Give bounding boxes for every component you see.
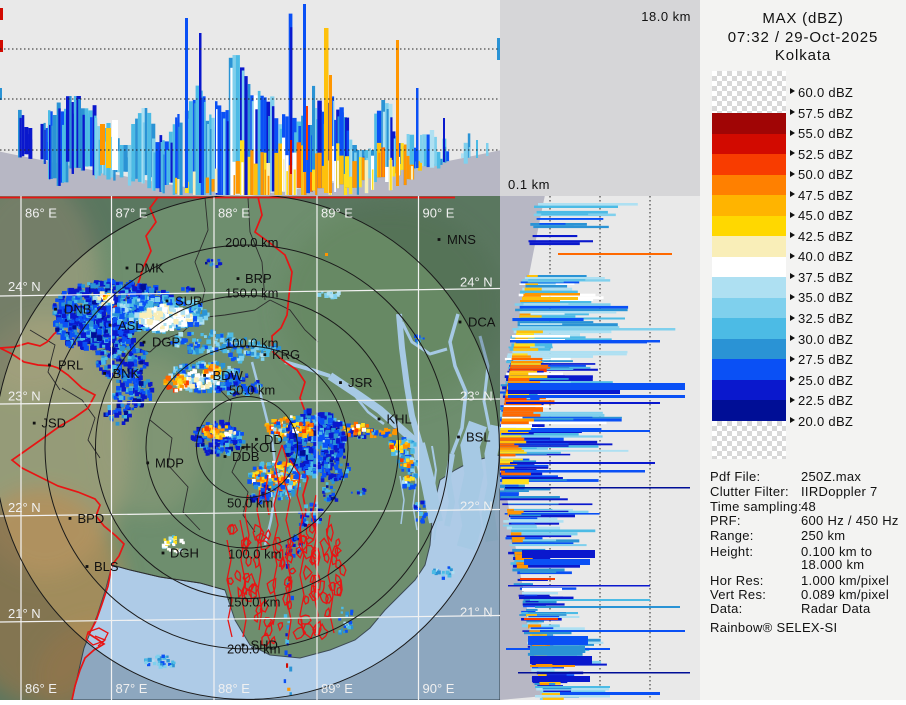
svg-text:88° E: 88° E: [218, 206, 250, 221]
svg-text:150.0 km: 150.0 km: [227, 595, 280, 610]
svg-text:24° N: 24° N: [8, 279, 41, 294]
svg-text:22° N: 22° N: [460, 499, 493, 514]
svg-text:BPD: BPD: [78, 511, 105, 526]
svg-text:JSD: JSD: [42, 416, 67, 431]
svg-text:200.0 km: 200.0 km: [225, 235, 278, 250]
svg-text:21° N: 21° N: [8, 606, 41, 621]
svg-text:BNK: BNK: [113, 366, 140, 381]
svg-text:100.0 km: 100.0 km: [225, 336, 278, 351]
svg-text:90° E: 90° E: [423, 681, 455, 696]
svg-text:86° E: 86° E: [25, 206, 57, 221]
svg-text:PRL: PRL: [58, 358, 83, 373]
svg-text:DCA: DCA: [468, 315, 496, 330]
svg-text:DGH: DGH: [170, 546, 199, 561]
svg-text:24° N: 24° N: [460, 275, 493, 290]
svg-text:MDP: MDP: [155, 455, 184, 470]
svg-text:KHL: KHL: [387, 412, 412, 427]
svg-text:50.0 km: 50.0 km: [227, 496, 273, 511]
svg-text:22° N: 22° N: [8, 500, 41, 515]
svg-text:23° N: 23° N: [460, 389, 493, 404]
svg-text:100.0 km: 100.0 km: [228, 547, 281, 562]
svg-text:JSR: JSR: [348, 375, 373, 390]
svg-text:89° E: 89° E: [321, 206, 353, 221]
svg-text:BRP: BRP: [245, 271, 272, 286]
svg-text:BDW: BDW: [213, 368, 244, 383]
svg-text:90° E: 90° E: [423, 206, 455, 221]
svg-text:87° E: 87° E: [116, 206, 148, 221]
svg-text:SHD: SHD: [251, 638, 278, 653]
svg-text:BSL: BSL: [466, 430, 491, 445]
svg-text:21° N: 21° N: [460, 605, 493, 620]
svg-text:SUR: SUR: [175, 294, 202, 309]
svg-text:50.0 km: 50.0 km: [229, 383, 275, 398]
svg-text:DGP: DGP: [152, 335, 180, 350]
svg-text:150.0 km: 150.0 km: [225, 286, 278, 301]
svg-text:BLS: BLS: [94, 559, 119, 574]
svg-text:86° E: 86° E: [25, 681, 57, 696]
svg-text:87° E: 87° E: [116, 681, 148, 696]
svg-text:DDB: DDB: [232, 449, 259, 464]
svg-text:DMK: DMK: [135, 261, 164, 276]
svg-text:88° E: 88° E: [218, 681, 250, 696]
svg-text:KRG: KRG: [272, 347, 300, 362]
svg-text:DNB: DNB: [64, 302, 91, 317]
svg-text:ASL: ASL: [118, 318, 143, 333]
svg-text:23° N: 23° N: [8, 389, 41, 404]
svg-text:MNS: MNS: [447, 232, 476, 247]
svg-text:89° E: 89° E: [321, 681, 353, 696]
